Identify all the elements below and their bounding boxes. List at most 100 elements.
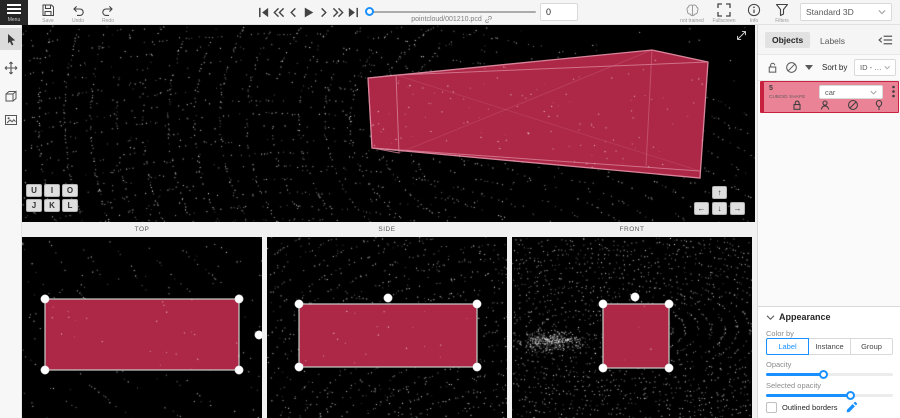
hide-all-button[interactable]	[785, 61, 798, 74]
frame-number-input[interactable]	[540, 3, 578, 21]
menu-label: Menu	[7, 17, 21, 23]
arrow-up-key[interactable]: ↑	[712, 186, 727, 199]
ai-tool-label: not trained	[680, 18, 704, 24]
pin-icon	[875, 100, 883, 111]
fullscreen-icon	[717, 3, 731, 17]
hotkey-j[interactable]: J	[26, 199, 42, 212]
slider-handle[interactable]	[845, 391, 855, 400]
edit-pen-icon[interactable]	[846, 401, 858, 413]
undo-icon	[73, 6, 84, 16]
object-label-selector[interactable]: car	[819, 85, 883, 99]
fullscreen-button[interactable]: Fullscreen	[712, 3, 736, 24]
chevron-down-icon	[870, 90, 877, 95]
filters-button[interactable]: Filters	[770, 3, 794, 24]
objects-sidebar: Objects Labels Sort by ID - asc	[757, 25, 900, 418]
undo-label: Undo	[72, 18, 84, 24]
hotkey-l[interactable]: L	[62, 199, 78, 212]
arrow-right-key[interactable]: →	[730, 202, 745, 215]
color-by-label-button[interactable]: Label	[766, 338, 809, 355]
frame-slider[interactable]	[364, 7, 536, 16]
floppy-icon	[42, 4, 54, 16]
main-menu-button[interactable]: Menu	[0, 0, 28, 25]
workspace-selector[interactable]: Standard 3D	[800, 3, 892, 21]
color-by-instance-button[interactable]: Instance	[808, 338, 851, 355]
opacity-label: Opacity	[766, 360, 792, 369]
sidebar-tabs: Objects Labels	[758, 25, 900, 55]
lock-all-button[interactable]	[766, 61, 779, 74]
object-pin-button[interactable]	[873, 99, 885, 111]
hotkey-i[interactable]: I	[44, 184, 60, 197]
object-color-stripe	[761, 82, 764, 112]
outlined-borders-checkbox[interactable]	[766, 402, 777, 413]
cursor-icon	[7, 33, 15, 45]
tab-labels[interactable]: Labels	[820, 36, 846, 46]
redo-button[interactable]: Redo	[96, 3, 120, 24]
link-icon[interactable]	[484, 15, 493, 24]
color-by-group: Label Instance Group	[766, 338, 893, 355]
selected-opacity-label: Selected opacity	[766, 381, 822, 390]
object-lock-button[interactable]	[791, 99, 803, 111]
object-occluded-button[interactable]	[819, 99, 831, 111]
selected-opacity-slider[interactable]	[766, 391, 893, 400]
previous-frame-button[interactable]	[286, 5, 301, 20]
player-controls	[256, 5, 361, 20]
last-frame-button[interactable]	[346, 5, 361, 20]
top-view-panel[interactable]	[22, 237, 262, 418]
outlined-borders-label: Outlined borders	[782, 403, 838, 412]
info-icon	[747, 3, 761, 17]
object-hide-button[interactable]	[847, 99, 859, 111]
lock-icon	[768, 62, 777, 73]
ai-tools-button[interactable]: not trained	[680, 3, 704, 24]
sort-selector[interactable]: ID - asc	[854, 59, 896, 76]
undo-button[interactable]: Undo	[66, 3, 90, 24]
slider-fill	[766, 394, 850, 397]
perspective-view[interactable]: U I O J K L ↑ ← ↓ →	[22, 25, 755, 222]
chevron-down-icon	[878, 10, 886, 15]
draw-cuboid-button[interactable]	[0, 85, 22, 107]
side-view-panel[interactable]	[267, 237, 507, 418]
cursor-tool-button[interactable]	[0, 28, 22, 50]
appearance-header[interactable]: Appearance	[766, 312, 831, 322]
play-button[interactable]	[301, 5, 316, 20]
slider-handle[interactable]	[819, 370, 829, 379]
speckle-layer	[512, 237, 752, 418]
color-by-group-button[interactable]: Group	[850, 338, 893, 355]
redo-icon	[102, 6, 113, 16]
sort-value: ID - asc	[860, 63, 884, 72]
object-shape-type: CUBOID SHAPE	[769, 94, 806, 99]
move-tool-button[interactable]	[0, 57, 22, 79]
frame-filename: pointcloud/001210.pcd	[368, 15, 536, 24]
frame-slider-handle[interactable]	[364, 7, 374, 16]
redo-label: Redo	[102, 18, 114, 24]
save-button[interactable]: Save	[36, 3, 60, 24]
info-button[interactable]: Info	[742, 3, 766, 24]
expand-all-button[interactable]	[805, 65, 813, 70]
camera-hotkeys: U I O J K L	[26, 184, 82, 214]
fullscreen-label: Fullscreen	[712, 18, 736, 24]
chevron-down-icon	[884, 65, 890, 70]
photo-context-button[interactable]	[0, 109, 22, 131]
arrow-down-key[interactable]: ↓	[712, 202, 727, 215]
object-label-value: car	[825, 87, 836, 97]
speckle-layer	[267, 237, 507, 418]
move-icon	[4, 61, 18, 75]
filters-label: Filters	[775, 18, 789, 24]
object-more-button[interactable]	[892, 85, 895, 98]
front-view-label: FRONT	[619, 226, 645, 233]
backward-jump-button[interactable]	[271, 5, 286, 20]
front-view-panel[interactable]	[512, 237, 752, 418]
tab-objects[interactable]: Objects	[765, 32, 811, 48]
collapse-sidebar-button[interactable]	[878, 32, 894, 48]
forward-jump-button[interactable]	[331, 5, 346, 20]
workspace-value: Standard 3D	[806, 7, 854, 17]
hotkey-o[interactable]: O	[62, 184, 78, 197]
first-frame-button[interactable]	[256, 5, 271, 20]
next-frame-button[interactable]	[316, 5, 331, 20]
object-item-car[interactable]: 5 CUBOID SHAPE car	[760, 81, 899, 113]
slider-fill	[766, 373, 824, 376]
arrow-left-key[interactable]: ←	[694, 202, 709, 215]
opacity-slider[interactable]	[766, 370, 893, 379]
resize-perspective-icon[interactable]	[736, 30, 747, 41]
hotkey-u[interactable]: U	[26, 184, 42, 197]
hotkey-k[interactable]: K	[44, 199, 60, 212]
